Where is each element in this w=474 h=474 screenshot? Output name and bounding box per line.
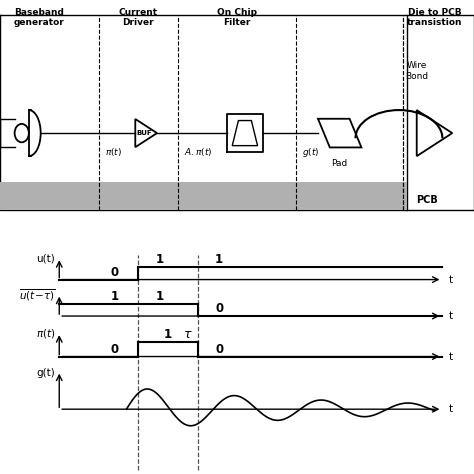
Text: $\pi(t)$: $\pi(t)$ — [105, 146, 122, 158]
Text: $A.\pi(t)$: $A.\pi(t)$ — [184, 146, 212, 158]
Text: 1: 1 — [110, 290, 118, 303]
Text: On Chip
Filter: On Chip Filter — [217, 8, 257, 27]
Text: 1: 1 — [156, 290, 164, 303]
Text: $\overline{u(t\!-\!\tau)}$: $\overline{u(t\!-\!\tau)}$ — [19, 287, 55, 302]
Text: g(t): g(t) — [36, 368, 55, 378]
Text: $\tau$: $\tau$ — [183, 328, 192, 341]
Text: 0: 0 — [110, 265, 118, 279]
Text: t: t — [448, 274, 453, 284]
Text: t: t — [448, 404, 453, 414]
Text: Baseband
generator: Baseband generator — [14, 8, 65, 27]
Text: 1: 1 — [215, 254, 223, 266]
Text: t: t — [448, 311, 453, 321]
Text: 0: 0 — [215, 343, 223, 356]
Text: 1: 1 — [164, 328, 172, 341]
Text: 1: 1 — [156, 254, 164, 266]
Text: BUF: BUF — [137, 130, 152, 136]
Text: Pad: Pad — [332, 159, 348, 168]
Bar — [0, 182, 407, 210]
Text: PCB: PCB — [416, 195, 438, 205]
Text: Wire
Bond: Wire Bond — [405, 62, 428, 81]
Text: $g(t)$: $g(t)$ — [302, 146, 319, 159]
Text: $\pi(t)$: $\pi(t)$ — [36, 327, 55, 340]
Text: Current
Driver: Current Driver — [118, 8, 158, 27]
Text: u(t): u(t) — [36, 253, 55, 264]
Text: Die to PCB
transistion: Die to PCB transistion — [407, 8, 462, 27]
Text: 0: 0 — [215, 302, 223, 315]
Text: 0: 0 — [110, 343, 118, 356]
Text: t: t — [448, 352, 453, 362]
